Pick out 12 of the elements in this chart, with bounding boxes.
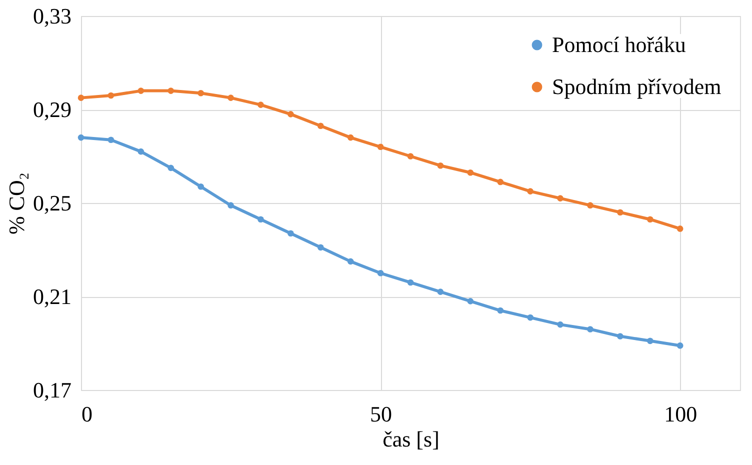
y-tick-label: 0,33 xyxy=(33,4,72,28)
y-tick-label: 0,17 xyxy=(33,378,72,402)
y-axis-title: % CO₂ xyxy=(4,172,29,235)
y-tick-label: 0,25 xyxy=(33,190,72,216)
x-axis-title: čas [s] xyxy=(382,426,440,452)
legend-label: Spodním přívodem xyxy=(552,74,722,99)
x-tick-label: 50 xyxy=(370,402,392,426)
x-tick-label: 0 xyxy=(82,402,92,426)
y-tick-label: 0,29 xyxy=(33,97,72,122)
y-tick-label: 0,21 xyxy=(33,284,72,309)
legend-label: Pomocí hořáku xyxy=(552,32,686,57)
x-tick-label: 100 xyxy=(664,402,698,426)
